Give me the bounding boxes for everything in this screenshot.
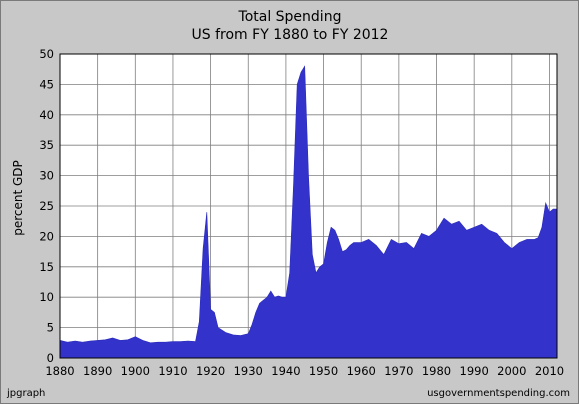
y-tick-labels: 0 5 10 15 20 25 30 35 40 45 50 xyxy=(39,47,54,365)
x-tick-label: 1930 xyxy=(234,364,263,378)
spending-area xyxy=(59,65,558,359)
x-tick-label: 1890 xyxy=(83,364,112,378)
y-tick-label: 45 xyxy=(39,77,54,91)
x-tick-label: 1880 xyxy=(45,364,74,378)
x-tick-label: 2000 xyxy=(497,364,526,378)
x-tick-label: 1940 xyxy=(271,364,300,378)
y-tick-label: 15 xyxy=(39,260,54,274)
x-tick-label: 1950 xyxy=(309,364,338,378)
y-tick-label: 40 xyxy=(39,108,54,122)
x-tick-label: 1980 xyxy=(422,364,451,378)
y-tick-label: 30 xyxy=(39,169,54,183)
y-axis-label: percent GDP xyxy=(11,160,25,236)
plot-border xyxy=(59,53,558,359)
y-tick-label: 5 xyxy=(47,321,54,335)
y-tick-label: 50 xyxy=(39,47,54,61)
x-tick-label: 2010 xyxy=(535,364,564,378)
y-tick-label: 25 xyxy=(39,199,54,213)
chart-svg: Total Spending US from FY 1880 to FY 201… xyxy=(11,9,564,378)
chart-subtitle: US from FY 1880 to FY 2012 xyxy=(192,27,389,43)
x-tick-label: 1970 xyxy=(384,364,413,378)
x-tick-label: 1900 xyxy=(121,364,150,378)
chart-title: Total Spending xyxy=(238,9,342,25)
y-tick-label: 10 xyxy=(39,290,54,304)
x-tick-label: 1920 xyxy=(196,364,225,378)
x-tick-labels: 1880 1890 1900 1910 1920 1930 1940 1950 1960 1970… xyxy=(45,364,564,378)
y-tick-label: 20 xyxy=(39,229,54,243)
x-tick-label: 1910 xyxy=(158,364,187,378)
x-tick-label: 1990 xyxy=(460,364,489,378)
y-tick-label: 0 xyxy=(47,351,54,365)
footer-credit-right: usgovernmentspending.com xyxy=(427,388,570,399)
y-tick-label: 35 xyxy=(39,138,54,152)
footer-credit-left: jpgraph xyxy=(7,388,46,399)
x-tick-label: 1960 xyxy=(347,364,376,378)
